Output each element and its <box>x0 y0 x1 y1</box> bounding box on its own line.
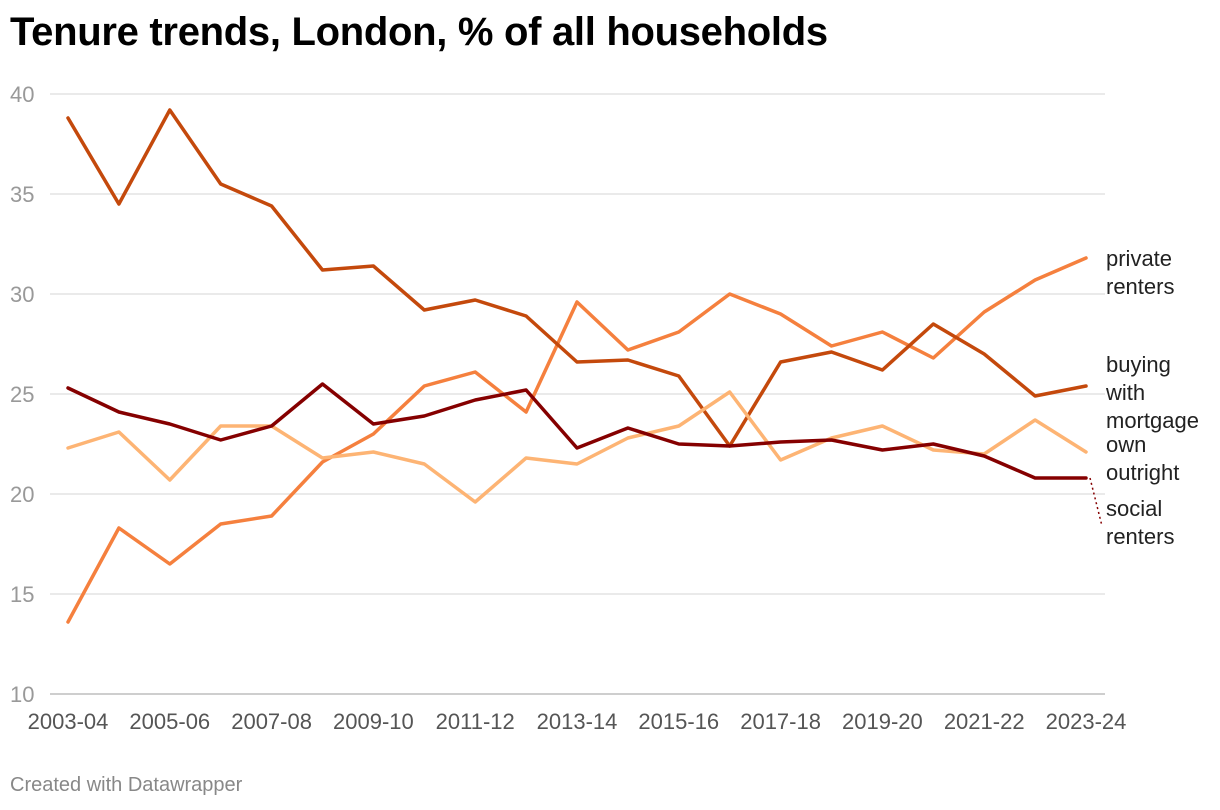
x-tick-label: 2007-08 <box>231 709 312 734</box>
y-axis-ticks: 10 15 20 25 30 35 40 <box>10 82 34 707</box>
series-label-line: with <box>1105 380 1145 405</box>
series-line-buying-with-mortgage <box>66 108 1088 448</box>
x-tick-label: 2009-10 <box>333 709 414 734</box>
series-label-line: private <box>1106 246 1172 271</box>
y-tick-label: 30 <box>10 282 34 307</box>
series-lines <box>66 108 1088 624</box>
label-leader-social-renters <box>1089 477 1103 527</box>
series-label-private-renters: private renters <box>1106 246 1174 299</box>
y-tick-label: 15 <box>10 582 34 607</box>
series-label-line: renters <box>1106 524 1174 549</box>
series-label-line: buying <box>1106 352 1171 377</box>
y-tick-label: 40 <box>10 82 34 107</box>
series-label-buying-with-mortgage: buying with mortgage <box>1105 352 1199 433</box>
y-tick-label: 10 <box>10 682 34 707</box>
x-tick-label: 2017-18 <box>740 709 821 734</box>
x-tick-label: 2005-06 <box>129 709 210 734</box>
series-label-social-renters: social renters <box>1106 496 1174 549</box>
series-label-line: own <box>1106 432 1146 457</box>
x-tick-label: 2015-16 <box>638 709 719 734</box>
series-label-own-outright: own outright <box>1106 432 1179 485</box>
y-tick-label: 20 <box>10 482 34 507</box>
y-tick-label: 25 <box>10 382 34 407</box>
x-tick-label: 2013-14 <box>537 709 618 734</box>
x-tick-label: 2021-22 <box>944 709 1025 734</box>
x-tick-label: 2023-24 <box>1046 709 1127 734</box>
credit-footer: Created with Datawrapper <box>10 774 243 796</box>
series-label-line: renters <box>1106 274 1174 299</box>
x-tick-label: 2019-20 <box>842 709 923 734</box>
series-label-line: social <box>1106 496 1162 521</box>
x-tick-label: 2011-12 <box>436 709 515 734</box>
series-line-own-outright <box>66 390 1088 504</box>
series-line-social-renters <box>66 382 1088 480</box>
chart-title: Tenure trends, London, % of all househol… <box>10 10 828 54</box>
series-line-private-renters <box>66 256 1088 624</box>
series-label-line: outright <box>1106 460 1179 485</box>
y-tick-label: 35 <box>10 182 34 207</box>
x-tick-label: 2003-04 <box>28 709 109 734</box>
grid-lines <box>50 93 1105 695</box>
series-label-line: mortgage <box>1106 408 1199 433</box>
x-axis-ticks: 2003-04 2005-06 2007-08 2009-10 2011-12 2013-… <box>28 709 1127 734</box>
